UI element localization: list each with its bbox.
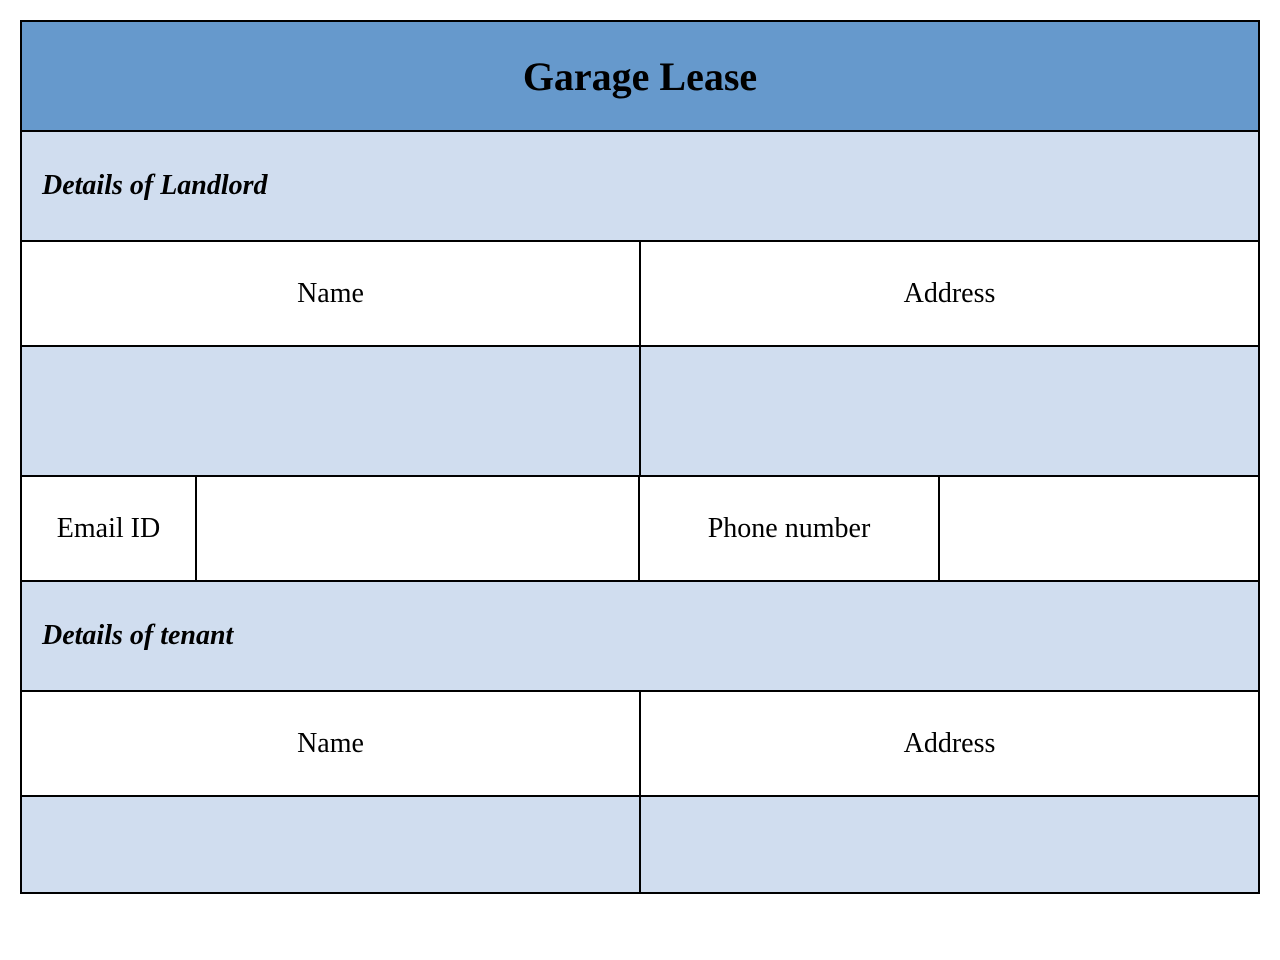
tenant-section-header: Details of tenant (22, 582, 1258, 692)
tenant-section-label: Details of tenant (42, 620, 233, 652)
tenant-address-input[interactable] (641, 797, 1258, 892)
landlord-email-label: Email ID (22, 477, 197, 580)
tenant-name-address-header: Name Address (22, 692, 1258, 797)
landlord-section-header: Details of Landlord (22, 132, 1258, 242)
landlord-name-input[interactable] (22, 347, 641, 475)
lease-form: Garage Lease Details of Landlord Name Ad… (20, 20, 1260, 894)
tenant-name-input[interactable] (22, 797, 641, 892)
form-title: Garage Lease (523, 53, 757, 100)
landlord-section-label: Details of Landlord (42, 170, 268, 202)
landlord-phone-input[interactable] (940, 477, 1258, 580)
landlord-email-input[interactable] (197, 477, 640, 580)
landlord-contact-row: Email ID Phone number (22, 477, 1258, 582)
landlord-address-label: Address (641, 242, 1258, 345)
title-row: Garage Lease (22, 22, 1258, 132)
tenant-name-label: Name (22, 692, 641, 795)
landlord-address-input[interactable] (641, 347, 1258, 475)
tenant-name-address-input-row (22, 797, 1258, 892)
landlord-name-address-input-row (22, 347, 1258, 477)
landlord-name-address-header: Name Address (22, 242, 1258, 347)
landlord-phone-label: Phone number (640, 477, 940, 580)
tenant-address-label: Address (641, 692, 1258, 795)
landlord-name-label: Name (22, 242, 641, 345)
